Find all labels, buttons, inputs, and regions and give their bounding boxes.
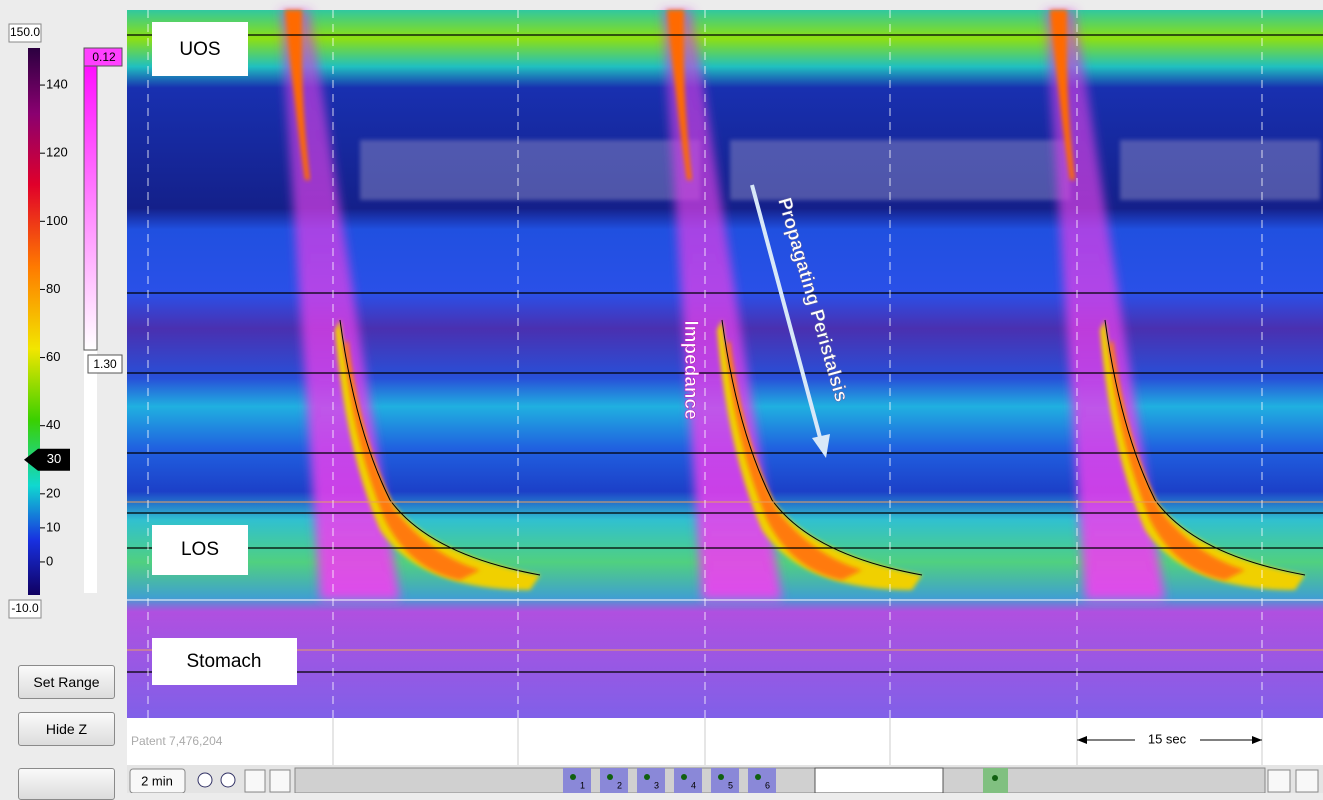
time-strip: [127, 718, 1323, 765]
tick-label: 120: [46, 145, 68, 160]
hide-z-button[interactable]: Hide Z: [18, 712, 115, 746]
artifact: [730, 140, 1070, 200]
tick-label: 10: [46, 519, 60, 534]
arrow: [750, 184, 824, 446]
scale-min: -10.0: [11, 601, 39, 615]
side-panel: [0, 0, 127, 793]
zoom-out[interactable]: [220, 772, 236, 788]
marker-label: 6: [765, 780, 770, 790]
region-label: Stomach: [187, 651, 262, 672]
set-range-button[interactable]: Set Range: [18, 665, 115, 699]
scale-max: 150.0: [10, 25, 40, 39]
view-window[interactable]: [814, 767, 944, 793]
label-box: [152, 638, 297, 685]
region-label: LOS: [181, 539, 219, 560]
zoom-label[interactable]: 2 min: [141, 773, 173, 788]
marker-label: 2: [617, 780, 622, 790]
swallow-marker[interactable]: [711, 768, 739, 793]
scale-box: [83, 47, 123, 67]
tick-label: 100: [46, 213, 68, 228]
time-grid: [147, 10, 1263, 718]
marker-dot: [718, 774, 724, 780]
timeline[interactable]: [294, 767, 1266, 793]
swallow-marker[interactable]: [674, 768, 702, 793]
threshold-label: 30: [47, 451, 61, 466]
artifact: [360, 140, 700, 200]
threshold-marker: [24, 448, 70, 471]
tick-label: 140: [46, 77, 68, 92]
marker-label: 4: [691, 780, 696, 790]
marker-label: 5: [728, 780, 733, 790]
impedance-top: 0.12: [92, 50, 116, 64]
nav-forward[interactable]: [1267, 769, 1291, 793]
tick-label: 0: [46, 553, 53, 568]
annotation: Impedance: [680, 320, 701, 419]
tick-label: 80: [46, 281, 60, 296]
event-dot: [992, 775, 998, 781]
swallow-marker[interactable]: [563, 768, 591, 793]
marker-dot: [755, 774, 761, 780]
zoom-button[interactable]: [129, 768, 186, 793]
swallow-marker[interactable]: [748, 768, 776, 793]
scale-box: [8, 599, 42, 619]
time-strip-ticks: [332, 718, 1263, 765]
arrowhead: [812, 434, 830, 458]
marker-dot: [607, 774, 613, 780]
swallow-marker[interactable]: [637, 768, 665, 793]
label-box: [152, 22, 248, 76]
nav-start[interactable]: [244, 769, 266, 793]
nav-end[interactable]: [1295, 769, 1319, 793]
label-box: [152, 525, 248, 575]
patent: Patent 7,476,204: [131, 734, 223, 748]
scale-box: [8, 23, 42, 43]
button[interactable]: [18, 768, 115, 800]
pressure-colorbar: [28, 48, 40, 595]
region-label: UOS: [179, 39, 220, 60]
marker-dot: [644, 774, 650, 780]
impedance-colorbar: [83, 47, 98, 351]
scale-box: [87, 354, 123, 374]
marker-label: 3: [654, 780, 659, 790]
artifact: [1120, 140, 1320, 200]
marker-dot: [681, 774, 687, 780]
arrowhead: [1077, 736, 1087, 744]
impedance-bottom: 1.30: [93, 357, 117, 371]
sensor-lines: [127, 501, 1323, 651]
zoom-in[interactable]: [197, 772, 213, 788]
time-scale: 15 sec: [1148, 731, 1187, 746]
swallow-markers: 1 2 3 4 5 6: [563, 768, 776, 793]
marker-label: 1: [580, 780, 585, 790]
tick-label: 60: [46, 349, 60, 364]
sensor-lines: [127, 34, 1323, 673]
marker-dot: [570, 774, 576, 780]
swallow-marker[interactable]: [600, 768, 628, 793]
nav-back[interactable]: [269, 769, 291, 793]
arrowhead: [1252, 736, 1262, 744]
tick-label: 40: [46, 417, 60, 432]
tick-label: 20: [46, 485, 60, 500]
